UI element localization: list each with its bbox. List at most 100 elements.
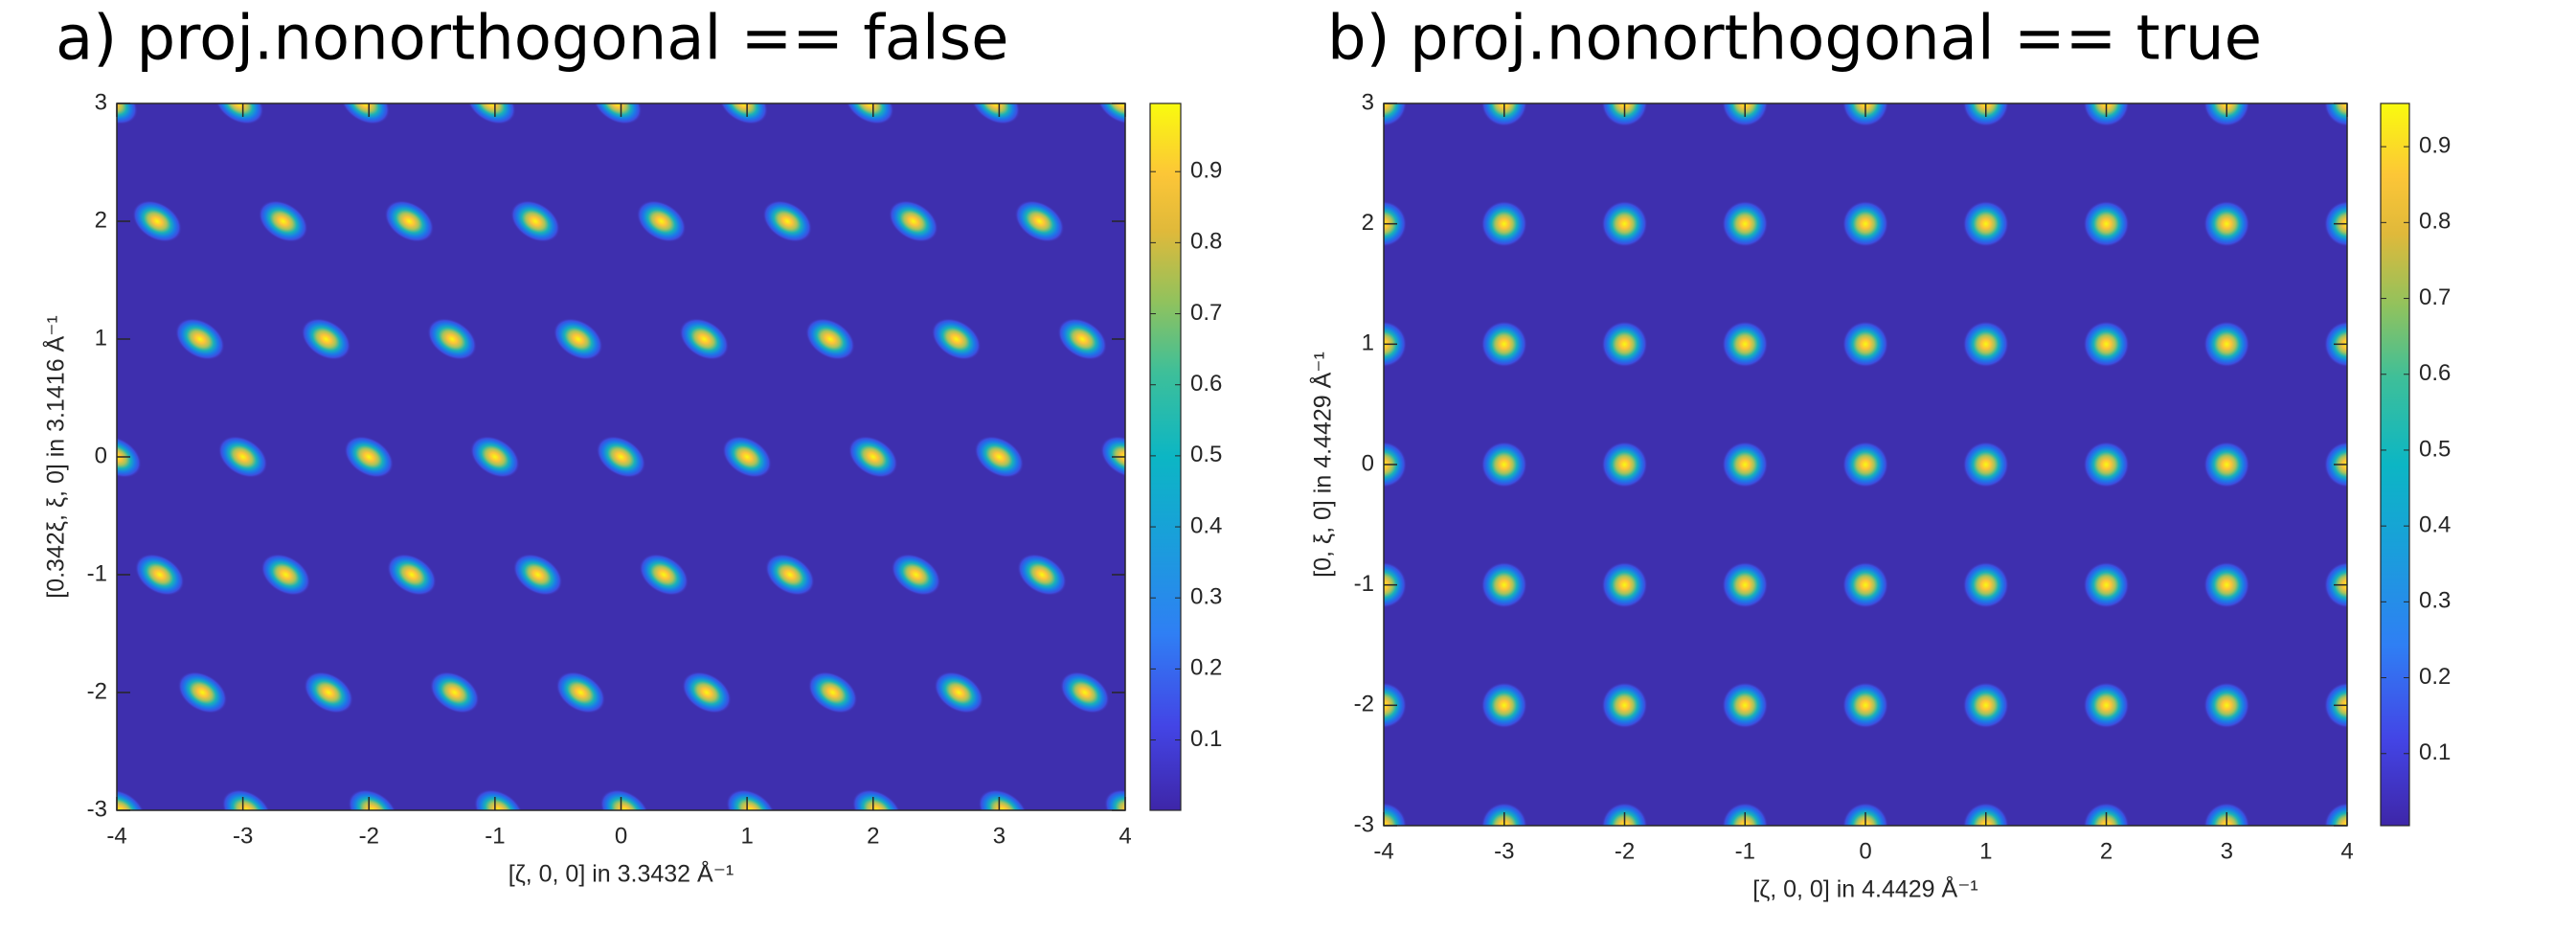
intensity-peak xyxy=(592,103,643,125)
colorbar-tick-label: 0.3 xyxy=(2419,588,2451,614)
intensity-peak xyxy=(1100,436,1125,478)
intensity-peak xyxy=(117,103,138,125)
y-tick-label: 3 xyxy=(95,89,107,115)
intensity-peak xyxy=(2083,442,2130,488)
intensity-peak xyxy=(762,200,813,242)
y-axis-label: [0.342ξ, ξ, 0] in 3.1416 Å⁻¹ xyxy=(41,315,70,598)
y-tick-label: 1 xyxy=(1362,330,1374,356)
intensity-peak xyxy=(931,318,982,360)
intensity-peak xyxy=(2203,442,2250,488)
x-axis-label: [ζ, 0, 0] in 3.3432 Å⁻¹ xyxy=(508,859,734,888)
intensity-peak xyxy=(553,318,603,360)
x-tick-label: -3 xyxy=(1494,838,1514,864)
intensity-peak xyxy=(1480,200,1527,247)
colorbar-tick-label: 0.5 xyxy=(2419,436,2451,462)
colorbar-tick-label: 0.5 xyxy=(1190,442,1222,467)
intensity-peak xyxy=(2083,561,2130,608)
intensity-peak xyxy=(1962,200,2009,247)
colorbar-tick-label: 0.1 xyxy=(2419,739,2451,765)
intensity-peak xyxy=(1480,321,1527,368)
plot-area xyxy=(117,103,1125,810)
intensity-peak xyxy=(1601,561,1648,608)
y-tick-label: 0 xyxy=(95,443,107,468)
intensity-peak xyxy=(348,789,397,810)
colorbar xyxy=(1149,102,1182,811)
y-tick-label: -1 xyxy=(87,560,107,586)
intensity-peak xyxy=(851,789,902,810)
colorbar-tick-label: 0.4 xyxy=(2419,511,2451,537)
intensity-peak xyxy=(1104,789,1125,810)
intensity-peak xyxy=(555,671,606,714)
intensity-peak xyxy=(726,789,776,810)
y-tick-label: -2 xyxy=(87,678,107,704)
colorbar xyxy=(2380,102,2410,827)
intensity-peak xyxy=(387,554,437,596)
panel-title: b) proj.nonorthogonal == true xyxy=(1327,4,2262,75)
intensity-peak xyxy=(1384,803,1407,826)
intensity-peak xyxy=(1962,682,2009,729)
intensity-peak xyxy=(1962,561,2009,608)
y-tick-label: -2 xyxy=(1354,692,1374,717)
x-tick-label: -1 xyxy=(1735,838,1755,864)
intensity-peak xyxy=(2083,200,2130,247)
y-tick-label: 2 xyxy=(95,207,107,233)
x-tick-label: 1 xyxy=(740,823,753,849)
colorbar-tick-label: 0.7 xyxy=(1190,300,1222,326)
intensity-peak xyxy=(682,671,732,714)
intensity-peak xyxy=(217,436,268,478)
intensity-peak xyxy=(1480,442,1527,488)
intensity-peak xyxy=(304,671,353,714)
intensity-peak xyxy=(1722,561,1769,608)
intensity-peak xyxy=(2083,682,2130,729)
x-tick-label: 1 xyxy=(1979,838,1992,864)
intensity-peak xyxy=(1601,321,1648,368)
intensity-peak xyxy=(1962,442,2009,488)
x-tick-label: -4 xyxy=(1373,838,1393,864)
intensity-peak xyxy=(1842,561,1888,608)
intensity-peak xyxy=(1480,561,1527,608)
intensity-peak xyxy=(510,200,560,242)
y-tick-label: 1 xyxy=(95,325,107,351)
intensity-peak xyxy=(1096,103,1125,125)
x-tick-label: 4 xyxy=(2340,838,2353,864)
intensity-peak xyxy=(134,554,185,596)
colorbar-tick-label: 0.6 xyxy=(2419,360,2451,386)
intensity-peak xyxy=(1480,682,1527,729)
x-tick-label: 3 xyxy=(993,823,1006,849)
intensity-peak xyxy=(934,671,984,714)
intensity-peak xyxy=(1057,318,1108,360)
intensity-peak xyxy=(978,789,1028,810)
intensity-peak xyxy=(599,789,650,810)
intensity-peak xyxy=(1722,442,1769,488)
intensity-peak xyxy=(177,671,228,714)
intensity-peak xyxy=(340,103,391,125)
intensity-peak xyxy=(474,789,524,810)
intensity-peak xyxy=(974,436,1025,478)
intensity-peak xyxy=(2203,321,2250,368)
y-tick-label: 3 xyxy=(1362,89,1374,115)
colorbar-tick-label: 0.4 xyxy=(1190,512,1222,538)
colorbar-tick-label: 0.8 xyxy=(2419,209,2451,235)
intensity-peak xyxy=(639,554,689,596)
intensity-peak xyxy=(512,554,563,596)
intensity-peak xyxy=(427,318,477,360)
intensity-peak xyxy=(132,200,182,242)
y-tick-label: 0 xyxy=(1362,450,1374,476)
intensity-peak xyxy=(1722,200,1769,247)
x-tick-label: 0 xyxy=(615,823,627,849)
intensity-peak xyxy=(470,436,520,478)
intensity-peak xyxy=(596,436,646,478)
y-tick-label: -3 xyxy=(87,796,107,822)
intensity-peak xyxy=(2324,803,2347,826)
intensity-peak xyxy=(2203,682,2250,729)
x-tick-label: 0 xyxy=(1859,838,1871,864)
intensity-peak xyxy=(1017,554,1067,596)
x-tick-label: -2 xyxy=(1615,838,1635,864)
intensity-peak xyxy=(1060,671,1110,714)
intensity-peak xyxy=(384,200,435,242)
intensity-peak xyxy=(1842,682,1888,729)
y-tick-label: -1 xyxy=(1354,571,1374,597)
intensity-peak xyxy=(2083,321,2130,368)
intensity-peak xyxy=(2324,103,2347,126)
intensity-peak xyxy=(260,554,311,596)
